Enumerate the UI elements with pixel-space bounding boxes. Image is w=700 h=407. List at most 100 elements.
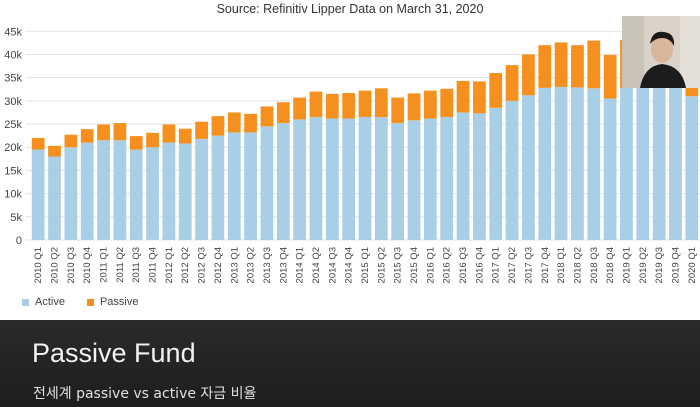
bar-passive	[260, 106, 274, 127]
bar-passive	[325, 93, 339, 119]
x-tick-label: 2016 Q1	[425, 247, 436, 283]
bar-passive	[227, 112, 241, 133]
x-tick-label: 2015 Q2	[376, 247, 387, 283]
bar-passive	[31, 137, 45, 150]
bar-active	[309, 117, 323, 240]
x-tick-label: 2014 Q1	[295, 247, 306, 283]
bar-active	[97, 140, 110, 240]
bar-passive	[522, 54, 535, 96]
bar-active	[48, 156, 61, 240]
legend-label-active: Active	[35, 296, 65, 308]
bar-passive	[554, 42, 568, 87]
legend-swatch-passive	[86, 298, 94, 306]
x-tick-label: 2014 Q2	[311, 247, 322, 283]
bar-active	[146, 147, 159, 240]
bar-active	[423, 118, 437, 240]
y-tick-label: 40k	[4, 49, 22, 61]
bar-passive	[374, 88, 388, 118]
y-tick-label: 10k	[4, 189, 22, 201]
bar-active	[440, 117, 454, 240]
bar-active	[522, 95, 535, 241]
bar-passive	[571, 45, 584, 88]
bar-active	[391, 123, 405, 240]
bar-active	[571, 87, 584, 241]
chart-title: Source: Refinitiv Lipper Data on March 3…	[216, 2, 484, 16]
x-tick-label: 2018 Q4	[605, 247, 616, 283]
x-tick-label: 2014 Q3	[327, 247, 338, 283]
bar-active	[456, 112, 470, 240]
bar-active	[620, 87, 633, 240]
x-tick-label: 2018 Q2	[572, 247, 583, 283]
x-tick-label: 2010 Q2	[50, 247, 61, 283]
legend-swatch-active	[22, 298, 29, 306]
x-tick-label: 2017 Q1	[491, 247, 502, 283]
x-tick-label: 2010 Q3	[66, 247, 77, 283]
x-tick-label: 2013 Q4	[278, 247, 289, 283]
bar-active	[129, 149, 143, 240]
bar-passive	[391, 97, 405, 124]
bar-passive	[48, 145, 61, 157]
y-tick-label: 30k	[4, 96, 22, 108]
bar-passive	[97, 124, 110, 141]
bar-passive	[276, 102, 290, 124]
bar-passive	[178, 128, 192, 144]
chart-legend: Active Passive	[22, 296, 161, 308]
x-tick-label: 2016 Q3	[458, 247, 469, 283]
presenter-video-image	[622, 16, 700, 88]
chart-area: Source: Refinitiv Lipper Data on March 3…	[4, 2, 700, 308]
x-tick-label: 2011 Q4	[148, 247, 159, 283]
bar-passive	[603, 54, 617, 99]
bar-active	[685, 96, 699, 240]
bar-passive	[473, 81, 486, 114]
x-tick-label: 2014 Q4	[344, 247, 355, 283]
bar-passive	[64, 134, 78, 148]
x-tick-label: 2015 Q4	[409, 247, 420, 283]
x-tick-label: 2012 Q4	[213, 247, 224, 283]
bar-active	[603, 98, 617, 240]
y-tick-label: 45k	[4, 26, 22, 38]
y-tick-label: 5k	[10, 212, 22, 224]
bar-active	[374, 117, 388, 240]
x-tick-label: 2011 Q2	[115, 247, 126, 283]
x-tick-label: 2019 Q1	[621, 247, 632, 283]
y-tick-label: 0	[16, 235, 22, 247]
x-tick-label: 2020 Q1	[687, 247, 698, 283]
bar-passive	[505, 65, 519, 101]
y-tick-label: 20k	[4, 142, 22, 154]
bar-active	[80, 142, 94, 240]
webcam-overlay	[622, 16, 700, 88]
bar-active	[342, 118, 356, 240]
bar-active	[162, 142, 176, 240]
bar-passive	[342, 92, 356, 119]
bar-passive	[407, 93, 421, 121]
x-tick-label: 2010 Q1	[33, 247, 44, 283]
bar-passive	[162, 124, 176, 143]
bar-active	[325, 118, 339, 240]
x-tick-label: 2018 Q1	[556, 247, 567, 283]
bar-passive	[538, 45, 552, 88]
slide-caption-bar: Passive Fund 전세계 passive vs active 자금 비율	[0, 320, 700, 407]
bar-passive	[423, 90, 437, 119]
bar-passive	[587, 40, 601, 89]
bar-active	[636, 84, 650, 240]
bar-active	[244, 132, 257, 240]
bar-passive	[293, 97, 307, 120]
bar-passive	[113, 123, 127, 141]
bar-passive	[309, 91, 323, 118]
x-tick-label: 2015 Q3	[393, 247, 404, 283]
bar-active	[538, 87, 552, 240]
y-tick-label: 25k	[4, 119, 22, 131]
bar-active	[554, 86, 568, 240]
x-tick-label: 2010 Q4	[82, 247, 93, 283]
bar-active	[587, 88, 601, 240]
x-tick-label: 2017 Q4	[540, 247, 551, 283]
x-tick-label: 2012 Q1	[164, 247, 175, 283]
x-tick-label: 2019 Q3	[654, 247, 665, 283]
bar-active	[505, 100, 519, 240]
legend-item-active: Active	[22, 296, 65, 308]
x-tick-label: 2019 Q4	[670, 247, 681, 283]
bar-active	[260, 126, 274, 240]
bar-active	[113, 140, 127, 240]
legend-label-passive: Passive	[99, 296, 139, 308]
bar-passive	[489, 73, 503, 108]
